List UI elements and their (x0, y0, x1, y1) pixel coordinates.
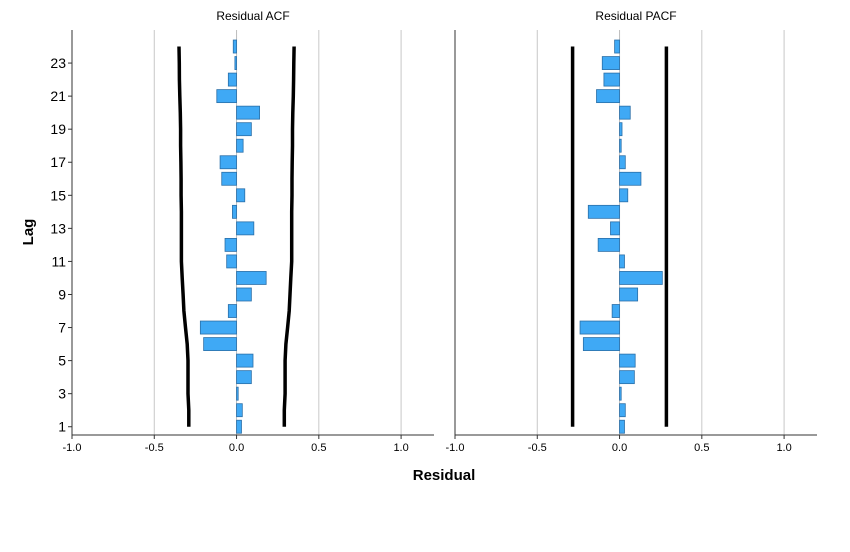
bar (619, 155, 626, 170)
bar (619, 370, 635, 385)
y-tick-label: 11 (51, 253, 66, 269)
panel-title: Residual PACF (595, 9, 676, 23)
bar (619, 287, 639, 302)
bar (619, 138, 622, 153)
y-tick-label: 15 (50, 187, 66, 203)
bar (610, 221, 620, 236)
bar (619, 105, 631, 120)
bar (236, 221, 255, 236)
bar (611, 304, 620, 318)
bar (236, 287, 252, 302)
y-tick-label: 7 (58, 320, 66, 336)
bar (227, 72, 237, 87)
bar (224, 237, 237, 252)
bar (619, 254, 625, 269)
y-tick-label: 23 (50, 55, 66, 71)
bar (236, 353, 254, 368)
panel-title: Residual ACF (216, 9, 289, 23)
bar (619, 419, 625, 434)
bar (597, 237, 620, 252)
y-tick-label: 5 (58, 353, 66, 369)
y-tick-label: 9 (58, 286, 66, 302)
bar (226, 254, 237, 269)
bar (619, 353, 636, 368)
x-tick-label: 0.5 (311, 442, 326, 454)
bar (619, 171, 642, 186)
x-tick-label: 0.0 (612, 442, 627, 454)
bar (236, 271, 267, 285)
x-tick-label: 1.0 (776, 442, 791, 454)
bar (236, 419, 242, 434)
y-tick-label: 19 (50, 121, 66, 137)
bar (619, 188, 629, 203)
bar (619, 386, 622, 401)
bar (596, 89, 620, 104)
bar (236, 386, 239, 401)
bar (619, 122, 623, 137)
bar (227, 304, 237, 318)
panels: -1.0 -0.5 0.0 0.5 1.01357911131517192123Resi… (50, 9, 817, 454)
y-axis-label: Lag (20, 219, 37, 246)
x-tick-label: -1.0 (63, 442, 82, 454)
x-tick-label: -1.0 (446, 442, 465, 454)
bar (619, 271, 663, 285)
x-axis-label: Residual (413, 467, 476, 484)
bar (234, 56, 237, 70)
panel-pacf: -1.0 -0.5 0.0 0.5 1.0 Residual PACF (446, 9, 817, 454)
bar (232, 204, 237, 219)
y-tick-label: 1 (58, 419, 66, 435)
x-tick-label: 1.0 (393, 442, 408, 454)
bar (232, 39, 237, 54)
bar (236, 105, 260, 120)
y-tick-label: 13 (50, 220, 66, 236)
panel-acf: -1.0 -0.5 0.0 0.5 1.01357911131517192123Resi… (50, 9, 434, 454)
bar (587, 204, 620, 219)
bar (236, 138, 244, 153)
bar (203, 337, 237, 351)
bar (236, 122, 252, 137)
x-tick-label: 0.5 (694, 442, 709, 454)
bar (236, 403, 243, 418)
bar (582, 337, 620, 351)
bar (601, 56, 620, 70)
bar (219, 155, 237, 170)
x-tick-label: -0.5 (528, 442, 547, 454)
bar (619, 403, 626, 418)
y-tick-label: 21 (50, 88, 66, 104)
lower-confidence-limit (177, 46, 191, 427)
y-tick-label: 17 (50, 154, 66, 170)
upper-confidence-limit (282, 46, 296, 427)
x-tick-label: 0.0 (229, 442, 244, 454)
bar (579, 320, 620, 335)
x-tick-label: -0.5 (145, 442, 164, 454)
y-tick-label: 3 (58, 386, 66, 402)
bar (221, 171, 237, 186)
bar (614, 39, 620, 54)
bar (236, 370, 252, 385)
bar (216, 89, 237, 104)
bar (236, 188, 246, 203)
bar (603, 72, 620, 87)
bar (199, 320, 237, 335)
